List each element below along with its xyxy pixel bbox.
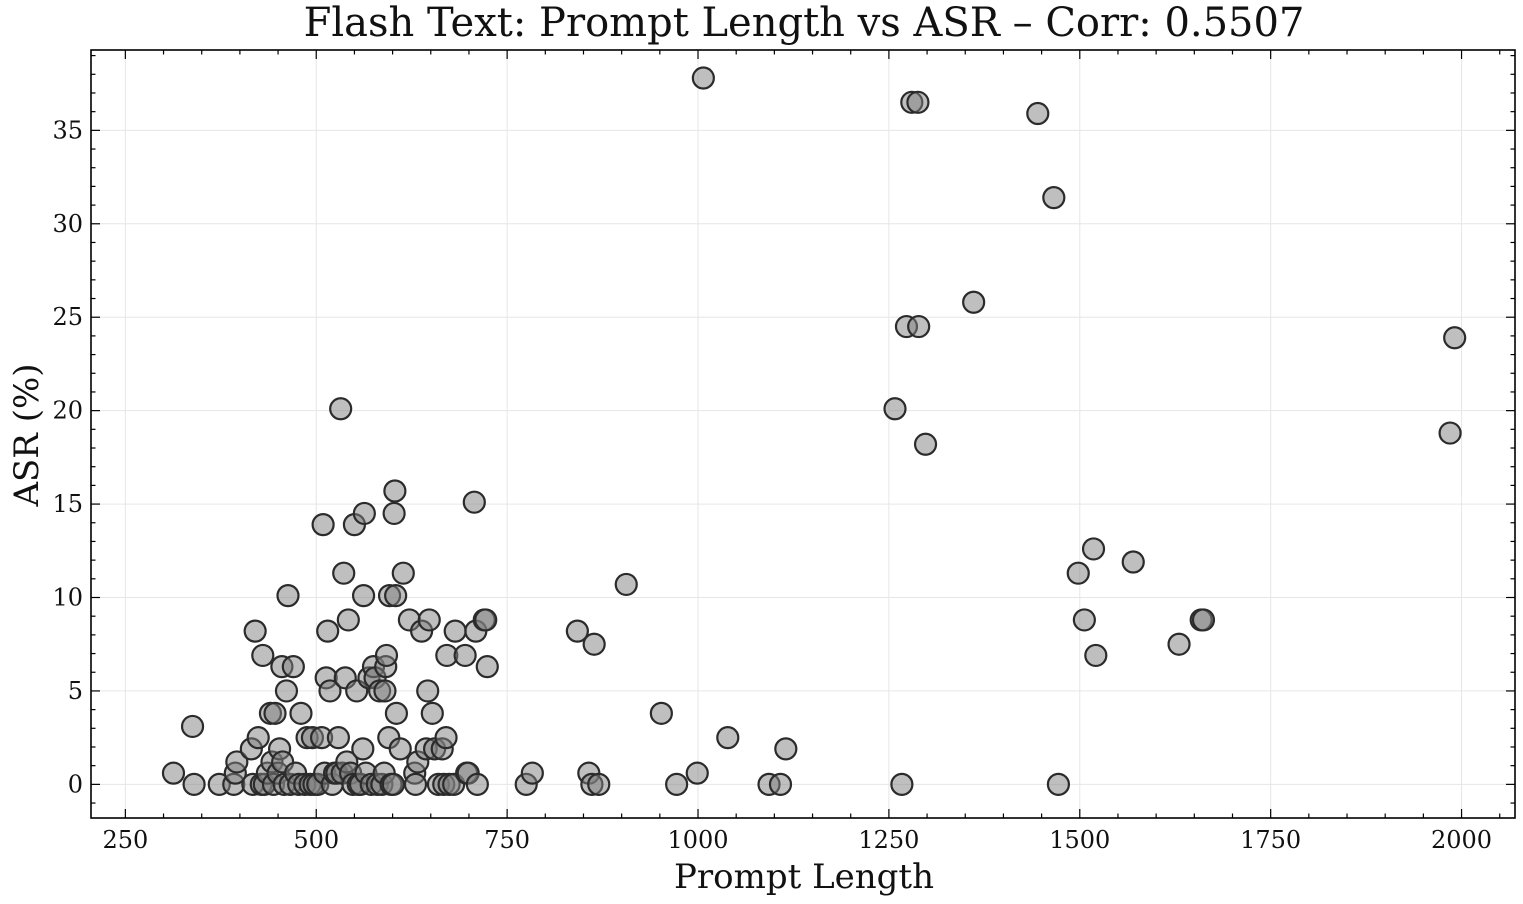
scatter-point <box>384 584 408 608</box>
scatter-point <box>374 643 399 668</box>
scatter-point <box>443 619 467 643</box>
scatter-point <box>246 726 270 750</box>
scatter-point <box>1072 608 1096 632</box>
scatter-point <box>351 584 376 608</box>
tick-labels-layer: 250 500 750 1000 1250 1500 1750 2000 0 5 10 15 20 25 3… <box>52 116 1492 854</box>
scatter-point <box>462 490 486 514</box>
y-tick-label: 30 <box>52 210 83 238</box>
y-tick-label: 0 <box>68 770 83 798</box>
grid-layer <box>91 50 1515 818</box>
x-tick-label: 250 <box>102 826 148 854</box>
scatter-point <box>329 397 353 421</box>
x-tick-label: 2000 <box>1431 826 1492 854</box>
x-tick-label: 750 <box>484 826 530 854</box>
scatter-point <box>1046 772 1071 796</box>
scatter-point <box>691 66 715 90</box>
x-axis-label: Prompt Length <box>674 857 934 897</box>
scatter-point <box>403 772 428 796</box>
scatter-point <box>373 679 397 703</box>
scatter-point <box>417 608 441 632</box>
scatter-point <box>381 772 405 796</box>
scatter-point <box>1443 326 1467 350</box>
scatter-point <box>768 772 793 796</box>
x-tick-label: 500 <box>293 826 339 854</box>
scatter-point <box>351 737 375 761</box>
ticks-layer <box>91 50 1515 818</box>
scatter-point <box>474 608 498 632</box>
scatter-point <box>316 619 340 643</box>
scatter-point <box>565 619 589 643</box>
scatter-point <box>352 501 376 526</box>
x-tick-label: 1750 <box>1240 826 1301 854</box>
scatter-point <box>1438 421 1462 445</box>
scatter-point <box>962 290 986 314</box>
scatter-point <box>434 726 458 750</box>
scatter-point <box>774 737 798 761</box>
scatter-point <box>336 608 360 632</box>
scatter-point <box>225 750 249 774</box>
y-tick-label: 15 <box>52 490 83 518</box>
scatter-point <box>311 513 335 537</box>
scatter-point <box>665 772 689 796</box>
plot-frame <box>90 49 1516 819</box>
scatter-point <box>582 632 606 656</box>
scatter-point <box>180 714 205 739</box>
y-tick-label: 25 <box>52 303 83 331</box>
scatter-point <box>1026 101 1050 126</box>
scatter-point <box>263 701 287 725</box>
scatter-point <box>907 314 931 339</box>
y-tick-label: 35 <box>52 116 83 144</box>
scatter-point <box>685 761 709 785</box>
scatter-point <box>1084 643 1108 668</box>
scatter-point <box>251 643 275 668</box>
scatter-point <box>1121 550 1145 574</box>
y-tick-label: 10 <box>52 584 83 612</box>
scatter-point <box>883 397 907 421</box>
scatter-point <box>649 701 673 725</box>
scatter-point <box>382 501 406 526</box>
scatter-point <box>281 655 305 679</box>
scatter-point <box>332 561 356 585</box>
points-layer <box>161 66 1467 796</box>
y-axis-label: ASR (%) <box>7 363 47 507</box>
scatter-point <box>289 701 313 725</box>
scatter-point <box>716 726 740 750</box>
scatter-point <box>416 679 440 703</box>
scatter-point <box>906 90 930 114</box>
scatter-point <box>475 655 499 679</box>
scatter-point <box>420 701 444 725</box>
scatter-point <box>890 772 914 796</box>
scatter-point <box>1167 632 1191 656</box>
scatter-point <box>453 643 477 668</box>
scatter-point <box>384 701 409 725</box>
scatter-point <box>318 679 342 703</box>
scatter-point <box>1042 186 1066 210</box>
x-tick-label: 1250 <box>858 826 919 854</box>
scatter-point <box>326 726 350 750</box>
scatter-point <box>276 584 300 608</box>
scatter-point <box>161 761 186 785</box>
scatter-point <box>274 679 299 703</box>
x-tick-label: 1500 <box>1049 826 1110 854</box>
scatter-point <box>1081 537 1106 561</box>
scatter-point <box>913 432 938 456</box>
scatter-point <box>383 479 407 503</box>
chart-title: Flash Text: Prompt Length vs ASR – Corr:… <box>304 0 1305 46</box>
y-tick-label: 20 <box>52 397 83 425</box>
scatter-point <box>243 619 267 643</box>
y-tick-label: 5 <box>68 677 83 705</box>
scatter-point <box>520 761 544 785</box>
scatter-point <box>388 737 412 761</box>
scatter-point <box>1191 608 1216 632</box>
scatter-point <box>1066 561 1090 585</box>
scatter-point <box>614 572 638 597</box>
x-tick-label: 1000 <box>667 826 728 854</box>
scatter-point <box>465 772 489 796</box>
scatter-point <box>391 561 415 585</box>
scatter-point <box>587 772 611 796</box>
scatter-point <box>182 772 206 796</box>
